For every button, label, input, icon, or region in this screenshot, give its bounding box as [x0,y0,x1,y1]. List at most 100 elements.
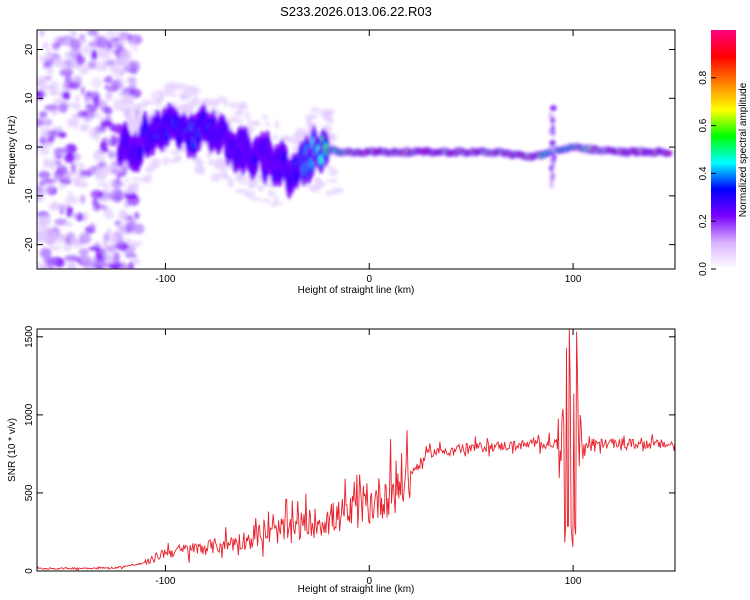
noise-speckle [80,194,86,205]
halo-speckle [274,195,279,204]
halo-speckle [174,82,186,90]
halo-speckle [239,180,249,185]
noise-speckle [111,168,120,175]
noise-speckle [82,117,93,123]
snr-x-tick-label: -100 [155,576,175,587]
noise-speckle [100,120,112,128]
noise-speckle [124,187,135,194]
noise-speckle [112,179,122,189]
noise-speckle [83,255,96,263]
spectrogram-x-ticks: -100 0 100 [155,30,582,285]
ridge-core [137,148,143,158]
noise-speckle [128,60,140,73]
noise-speckle [87,30,99,36]
noise-speckle [125,221,133,234]
snr-x-tick-label: 100 [565,576,582,587]
halo-speckle [242,111,252,115]
noise-speckle [49,246,61,251]
halo-speckle [171,92,177,98]
halo-speckle [219,163,229,171]
noise-speckle [94,112,101,119]
halo-speckle [161,91,173,97]
halo-speckle [196,157,202,167]
noise-speckle [42,41,49,50]
noise-speckle [38,180,45,187]
noise-speckle [72,102,81,110]
noise-speckle [37,118,46,128]
noise-speckle [44,257,58,266]
noise-speckle [46,130,57,136]
noise-speckle [40,247,52,259]
snr-y-tick-label: 1500 [24,325,35,348]
snr-x-axis-label: Height of straight line (km) [298,584,415,595]
noise-speckle [51,231,58,238]
noise-speckle [64,51,71,59]
halo-speckle [181,108,191,114]
noise-speckle [46,49,52,62]
halo-speckle [227,179,234,188]
noise-speckle [95,265,103,269]
noise-speckle [57,184,67,189]
noise-speckle [128,182,140,189]
noise-speckle [52,125,64,132]
noise-speckle [106,227,112,235]
spectrogram-x-tick-label: -100 [155,274,175,285]
noise-speckle [38,75,51,82]
noise-speckle [96,36,108,49]
snr-y-tick-label: 500 [24,484,35,501]
snr-x-ticks: -100 0 100 [155,329,582,587]
noise-speckle [76,55,86,66]
halo-speckle [178,91,190,100]
halo-speckle [231,118,244,123]
halo-speckle [191,98,201,107]
noise-speckle [78,247,90,257]
noise-speckle [99,140,108,152]
halo-speckle [283,137,294,142]
noise-speckle [37,232,43,242]
noise-speckle [69,256,74,268]
noise-speckle [70,236,76,246]
noise-speckle [43,158,50,169]
noise-speckle [110,79,123,91]
spike-speckle [549,182,554,189]
noise-speckle [92,150,106,162]
noise-speckle [104,210,115,220]
halo-speckle [229,101,237,109]
noise-speckle [108,37,118,45]
noise-speckle [122,166,128,171]
noise-speckle [37,214,52,226]
noise-speckle [108,262,122,269]
noise-speckle [49,89,58,97]
noise-speckle [48,201,60,211]
snr-y-tick-label: 1000 [24,403,35,426]
noise-speckle [88,261,97,269]
halo-speckle [298,133,304,140]
noise-speckle [113,99,125,112]
noise-speckle [124,192,138,199]
noise-speckle [124,177,130,183]
halo-speckle [155,89,164,95]
snr-y-tick-label: 0 [24,568,35,574]
halo-speckle [137,102,148,109]
noise-speckle [54,147,69,154]
noise-speckle [107,150,116,159]
halo-speckle [314,176,321,186]
halo-speckle [264,182,274,188]
noise-speckle [38,170,51,179]
spike-speckle [552,105,557,112]
noise-speckle [105,75,113,84]
noise-speckle [113,43,124,49]
noise-speckle [119,32,132,41]
noise-speckle [63,153,75,163]
ridge-core [294,170,300,180]
halo-speckle [151,162,159,170]
spectrogram-x-axis-label: Height of straight line (km) [298,285,415,296]
noise-speckle [72,75,83,87]
spike-speckle [550,117,555,124]
halo-speckle [245,191,256,199]
noise-speckle [90,189,104,199]
spike-speckle [552,154,557,161]
halo-speckle [295,127,306,134]
